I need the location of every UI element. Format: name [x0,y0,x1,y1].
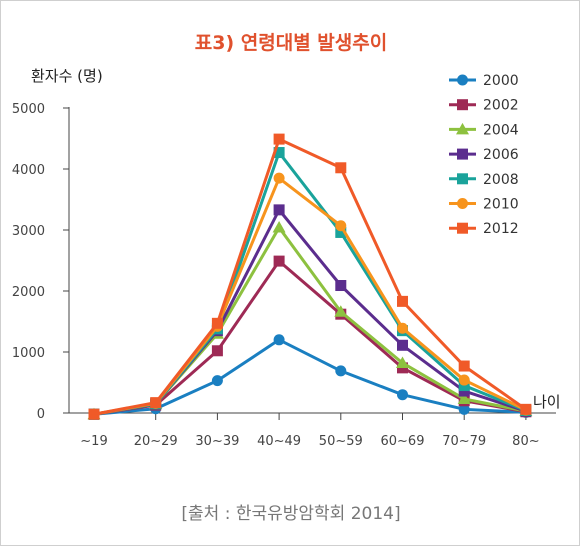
chart-title: 표3) 연령대별 발생추이 [195,32,387,54]
y-tick-label: 5000 [12,102,45,117]
legend-label: 2008 [483,172,519,188]
legend-marker [457,74,468,86]
y-axis-label: 환자수 (명) [31,67,103,85]
y-tick-label: 0 [37,407,45,422]
y-tick-label: 3000 [12,224,45,239]
data-point-2004 [396,356,409,368]
legend-label: 2004 [483,122,519,138]
x-tick-label: 60~69 [381,434,425,449]
data-point-2012 [150,397,162,409]
series-line-2000 [93,338,526,416]
series-2012 [88,133,532,420]
data-point-2000 [335,365,347,377]
series-2010 [88,172,532,420]
data-point-2012 [397,295,408,307]
x-tick-label: 20~29 [134,434,178,449]
data-point-2000 [273,334,285,346]
x-tick-label: 70~79 [442,434,486,449]
legend-marker [457,148,468,160]
legend-item-2008: 2008 [449,172,519,188]
data-point-2012 [88,408,100,420]
y-tick-labels: 0 1000 2000 3000 4000 5000 [12,102,69,422]
data-point-2004 [334,305,348,317]
legend-marker [456,122,469,135]
y-tick-label: 4000 [12,163,45,178]
legend-label: 2006 [483,147,519,163]
legend-label: 2012 [483,221,519,237]
data-point-2004 [457,392,471,404]
data-point-2012 [273,133,285,145]
legend-marker [457,222,468,234]
x-tick-label: ~19 [80,434,107,449]
data-point-2000 [458,403,470,415]
legend-item-2012: 2012 [449,221,519,237]
legend-item-2010: 2010 [449,197,519,213]
data-point-2012 [211,317,223,329]
legend: 2000 2002 2004 2006 2008 2010 2012 [449,73,519,237]
legend-item-2006: 2006 [449,147,519,163]
data-point-2012 [335,162,347,174]
data-point-2004 [272,221,286,233]
series-line-2008 [93,151,527,416]
data-point-2012 [520,403,532,415]
series-line-2002 [93,259,527,416]
data-point-2008 [273,147,285,159]
x-tick-label: 50~59 [319,434,363,449]
data-point-2006 [273,204,285,216]
legend-label: 2000 [483,73,519,89]
x-tick-labels: ~19 20~29 30~39 40~49 50~59 60~69 70~79 80~ [80,413,540,449]
legend-marker [457,173,468,185]
legend-marker [457,99,468,111]
data-point-2000 [397,389,408,401]
data-point-2010 [397,322,408,334]
legend-label: 2010 [483,197,519,213]
data-point-2010 [273,172,285,184]
legend-item-2004: 2004 [449,122,519,138]
x-tick-label: 30~39 [195,434,239,449]
legend-marker [457,198,468,209]
legend-item-2000: 2000 [449,73,519,89]
data-point-2006 [335,280,347,292]
source-citation: [출처 : 한국유방암학회 2014] [181,504,400,524]
data-point-2000 [211,375,223,387]
data-point-2002 [273,255,285,267]
data-point-2002 [211,345,223,357]
x-tick-label: 40~49 [257,434,301,449]
data-point-2008 [335,226,347,238]
data-point-2012 [458,360,470,372]
data-point-2006 [397,339,408,351]
data-point-2010 [458,374,470,386]
series-group [87,133,533,420]
x-axis-label: 나이 [533,393,561,411]
axes [68,107,556,414]
series-line-2012 [93,137,527,416]
y-tick-label: 2000 [12,285,45,300]
legend-item-2002: 2002 [449,98,519,114]
x-tick-label: 80~ [512,434,539,449]
legend-label: 2002 [483,98,519,114]
y-tick-label: 1000 [12,346,45,361]
data-point-2010 [335,220,347,232]
